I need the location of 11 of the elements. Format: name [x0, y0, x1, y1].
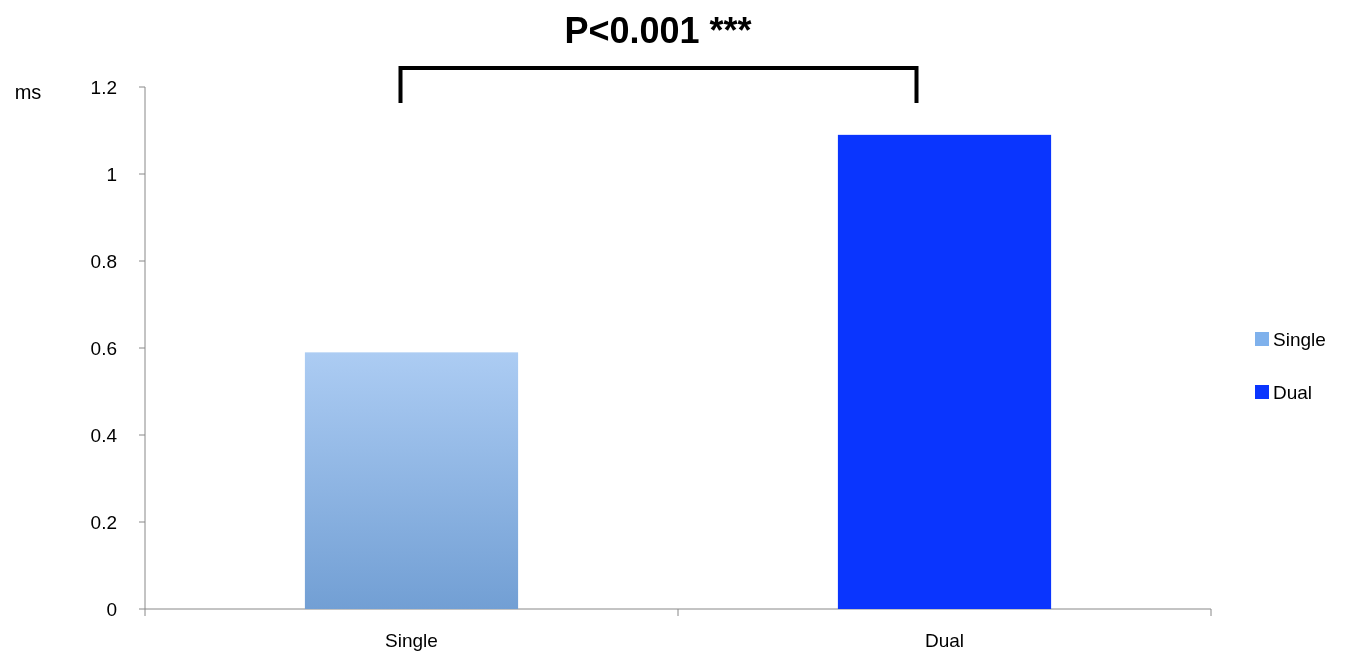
- y-tick-label: 0.4: [90, 425, 118, 446]
- y-tick-label: 0.6: [90, 338, 117, 359]
- y-tick-label: 1.2: [90, 77, 117, 98]
- y-tick-label: 0.8: [90, 251, 117, 272]
- text: P<0.001 ***: [564, 10, 752, 51]
- y-axis-title: ms: [14, 81, 42, 103]
- y-tick-label: 1: [106, 164, 117, 185]
- legend-label: Single: [1273, 329, 1326, 350]
- legend-label: Dual: [1273, 382, 1313, 403]
- y-tick-label: 0.2: [90, 512, 117, 533]
- y-tick-label: 0: [106, 599, 117, 620]
